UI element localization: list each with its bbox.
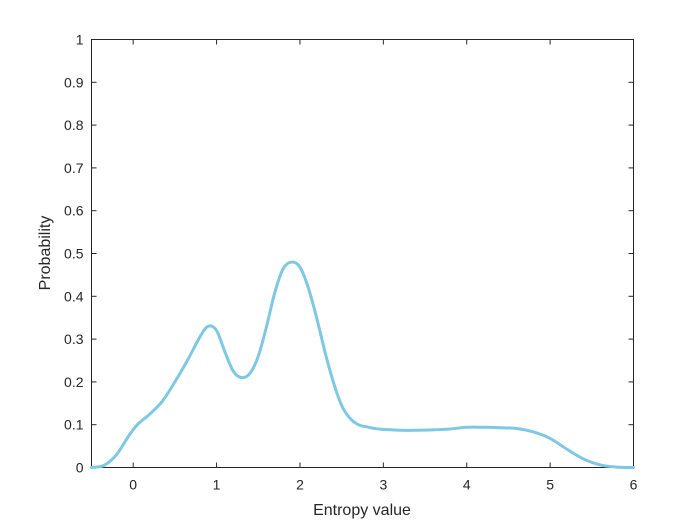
y-tick-label: 0.3: [64, 331, 84, 347]
x-axis: 0 1 2 3 4 5 6: [129, 39, 638, 493]
y-tick-label: 0.1: [64, 417, 84, 433]
x-axis-label: Entropy value: [313, 502, 411, 519]
series-line-0: [90, 260, 635, 469]
y-tick-label: 0.4: [64, 288, 84, 304]
y-tick-label: 0.2: [64, 374, 84, 390]
y-axis-label: Probability: [37, 216, 54, 291]
y-tick-label: 0.5: [64, 246, 84, 262]
series-layer: [90, 260, 635, 469]
y-tick-label: 0.6: [64, 203, 84, 219]
x-tick-label: 1: [213, 477, 221, 493]
y-tick-label: 0: [76, 460, 84, 476]
y-axis: 0 0.1 0.2 0.3 0.4 0.5 0.6 0.7 0.8 0.9 1: [64, 32, 634, 476]
x-tick-label: 4: [463, 477, 471, 493]
x-tick-label: 2: [296, 477, 304, 493]
x-tick-label: 5: [546, 477, 554, 493]
y-tick-label: 1: [76, 32, 84, 48]
x-tick-label: 0: [129, 477, 137, 493]
x-tick-label: 6: [630, 477, 638, 493]
y-tick-label: 0.7: [64, 160, 84, 176]
x-tick-label: 3: [379, 477, 387, 493]
y-tick-label: 0.9: [64, 74, 84, 90]
y-tick-label: 0.8: [64, 117, 84, 133]
